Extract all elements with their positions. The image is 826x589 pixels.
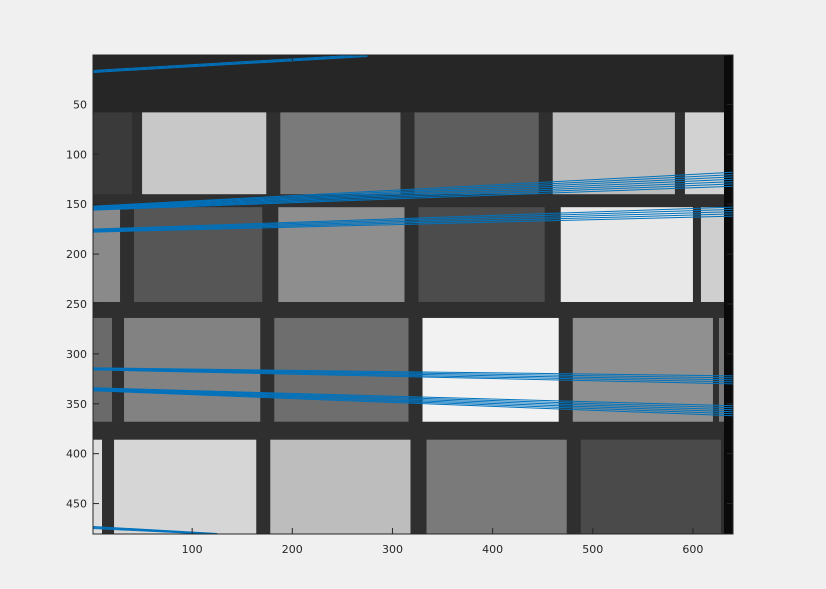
overlay-line-g3-4 — [93, 213, 733, 232]
y-tick-label: 100 — [66, 148, 87, 161]
overlay-line-g3-3 — [93, 211, 733, 232]
image-right-edge — [723, 55, 733, 534]
y-tick-label: 300 — [66, 348, 87, 361]
overlay-line-g1-1 — [93, 55, 368, 71]
overlay-line-g6-1 — [93, 526, 218, 534]
image-patch-r4-c2 — [114, 439, 257, 534]
overlay-line-g2-5 — [93, 181, 733, 210]
image-patch-r2-c2 — [134, 207, 263, 302]
x-tick-label: 100 — [182, 543, 203, 556]
y-tick-label: 250 — [66, 298, 87, 311]
x-tick-label: 400 — [482, 543, 503, 556]
line-overlay — [93, 55, 733, 534]
overlay-line-g4-1 — [93, 367, 733, 377]
image-top-band — [93, 55, 733, 113]
overlay-line-g6-2 — [93, 527, 218, 534]
image-patch-r3-c6 — [718, 317, 725, 422]
image-patch-r2-c6 — [700, 207, 725, 302]
y-axis: 50 100 150 200 250 300 350 400 450 — [66, 98, 733, 511]
image-patch-r1-c4 — [414, 112, 539, 195]
y-tick-label: 400 — [66, 448, 87, 461]
overlay-line-g5-5 — [93, 389, 733, 415]
overlay-line-g2-7 — [93, 185, 733, 211]
overlay-line-g3-5 — [93, 215, 733, 233]
overlay-line-g1-3 — [93, 55, 368, 73]
image-patch-r1-c2 — [142, 112, 267, 195]
overlay-line-g4-4 — [93, 368, 733, 383]
image-patch-r3-c3 — [274, 317, 409, 422]
overlay-line-g2-1 — [93, 171, 733, 207]
x-tick-label: 200 — [282, 543, 303, 556]
y-tick-label: 450 — [66, 498, 87, 511]
x-axis: 100 200 300 400 500 600 — [182, 55, 703, 556]
overlay-line-g5-3 — [93, 388, 733, 411]
overlay-line-g3-2 — [93, 208, 733, 231]
overlay-line-g5-1 — [93, 387, 733, 407]
y-tick-label: 50 — [73, 98, 87, 111]
y-tick-label: 150 — [66, 198, 87, 211]
image-patch-r4-c1 — [93, 439, 103, 534]
image-patch-r2-c4 — [418, 207, 545, 302]
image-patch-r1-c3 — [280, 112, 401, 195]
y-tick-label: 200 — [66, 248, 87, 261]
overlay-line-g2-6 — [93, 183, 733, 211]
image-patch-r4-c5 — [580, 439, 721, 534]
image-patch-r1-c5 — [552, 112, 675, 195]
x-tick-label: 500 — [582, 543, 603, 556]
x-tick-label: 600 — [682, 543, 703, 556]
overlay-line-g5-6 — [93, 390, 733, 417]
image-display — [93, 55, 733, 534]
overlay-line-g4-5 — [93, 369, 733, 385]
image-patch-r4-c3 — [270, 439, 411, 534]
image-patch-r2-c5 — [560, 207, 693, 302]
overlay-line-g4-3 — [93, 368, 733, 381]
image-patch-r4-c4 — [426, 439, 567, 534]
overlay-line-g2-2 — [93, 174, 733, 208]
image-patch-r1-c1 — [93, 112, 133, 195]
overlay-line-g5-2 — [93, 387, 733, 409]
y-tick-label: 350 — [66, 398, 87, 411]
overlay-line-g1-2 — [93, 55, 368, 72]
x-tick-label: 300 — [382, 543, 403, 556]
axes-box — [92, 54, 734, 535]
overlay-line-g5-4 — [93, 389, 733, 413]
overlay-line-g3-1 — [93, 206, 733, 230]
overlay-line-g4-2 — [93, 367, 733, 379]
image-patch-r2-c3 — [278, 207, 405, 302]
overlay-line-g2-3 — [93, 176, 733, 209]
overlay-line-g2-4 — [93, 178, 733, 209]
plot-axes: 100 200 300 400 500 600 50 100 150 200 250 300 350 4… — [66, 54, 734, 556]
